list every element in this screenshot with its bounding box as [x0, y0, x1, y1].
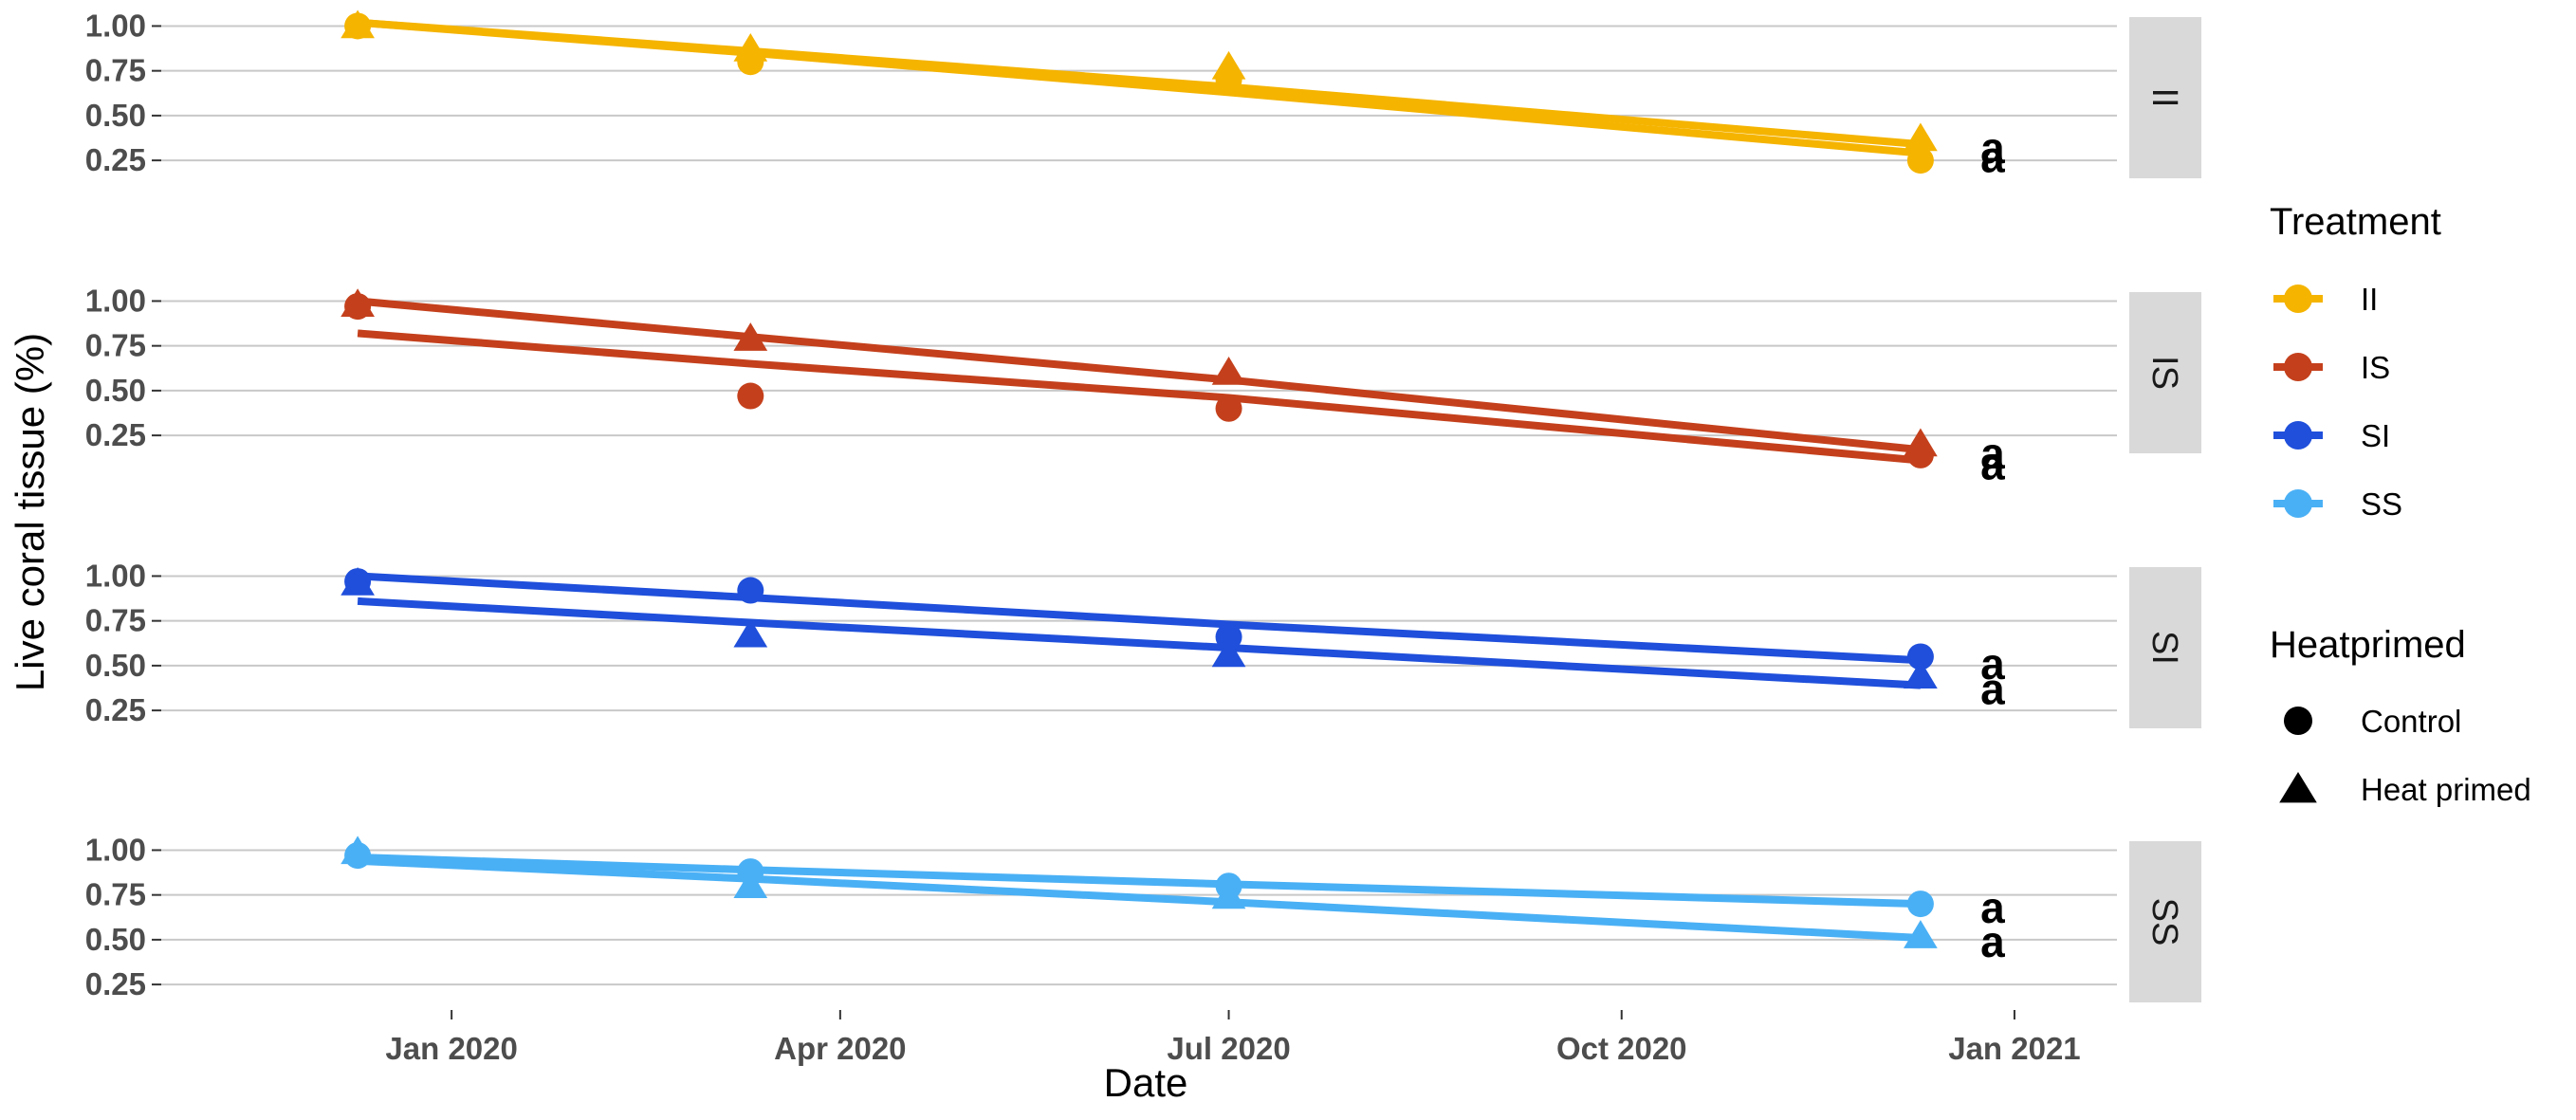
legend-key-ss: SS	[2273, 487, 2402, 522]
facet-strip	[2129, 841, 2201, 1002]
y-tick-label: 0.25	[85, 417, 146, 452]
y-tick-label: 0.50	[85, 922, 146, 957]
fit-line-control	[357, 854, 1922, 909]
x-tick-label: Jan 2020	[385, 1031, 517, 1066]
facet-panels: 0.250.500.751.00IIaa0.250.500.751.00ISaa…	[85, 8, 2201, 1002]
legend-key-ii: II	[2273, 282, 2378, 317]
legend-treatment-title: Treatment	[2270, 201, 2441, 243]
y-tick-label: 0.25	[85, 142, 146, 177]
legend-heatprimed-title: Heatprimed	[2270, 624, 2466, 666]
data-point-heat-primed	[340, 567, 375, 596]
y-tick-label: 0.25	[85, 966, 146, 1001]
facet-strip-label: SS	[2144, 898, 2184, 946]
significance-letter: a	[1980, 917, 2005, 966]
data-point-heat-primed	[733, 322, 768, 351]
data-point-heat-primed	[1211, 50, 1246, 80]
y-tick-label: 0.75	[85, 53, 146, 88]
data-point-heat-primed	[1211, 880, 1246, 909]
x-axis-title: Date	[1104, 1060, 1188, 1105]
data-point-control	[737, 577, 764, 604]
data-point-heat-primed	[1904, 122, 1938, 152]
facet-strip	[2129, 17, 2201, 178]
fit-line-heat-primed	[357, 297, 1922, 454]
data-point-control	[1906, 147, 1934, 174]
facet-panel-ss: 0.25 0.50 0.75 1.00 SS aa	[85, 832, 2201, 1002]
legend-key-triangle	[2279, 772, 2317, 803]
significance-letter: a	[1980, 639, 2005, 689]
legend-key-point	[2284, 285, 2312, 313]
data-point-heat-primed	[1211, 638, 1246, 668]
data-point-heat-primed	[340, 835, 375, 865]
facet-strip	[2129, 567, 2201, 728]
legend-treatment-label: SI	[2361, 418, 2390, 453]
legend-treatment-label: II	[2361, 282, 2378, 317]
legend-treatment-label: SS	[2361, 487, 2402, 522]
y-axis-title: Live coral tissue (%)	[8, 333, 52, 691]
x-tick-label: Jul 2020	[1167, 1031, 1290, 1066]
y-tick-label: 0.50	[85, 98, 146, 133]
significance-letter: a	[1980, 883, 2005, 932]
data-point-heat-primed	[733, 870, 768, 898]
data-point-control	[1215, 623, 1242, 651]
significance-letter: a	[1980, 429, 2005, 478]
y-tick-label: 1.00	[85, 283, 146, 318]
legend-key-point	[2284, 421, 2312, 450]
y-tick-label: 0.75	[85, 877, 146, 912]
legend-heatprimed-label: Control	[2361, 704, 2461, 739]
x-tick-label: Oct 2020	[1556, 1031, 1687, 1066]
fit-line-control	[357, 329, 1922, 465]
y-tick-label: 1.00	[85, 832, 146, 867]
facet-panel-is: 0.25 0.50 0.75 1.00 IS aa	[85, 283, 2201, 489]
facet-strip-label: SI	[2144, 631, 2184, 665]
data-point-heat-primed	[1904, 428, 1938, 457]
significance-letter: a	[1980, 133, 2005, 182]
legend-key-circle	[2284, 707, 2312, 735]
fit-line-heat-primed	[357, 856, 1922, 942]
fit-line-control	[357, 572, 1922, 665]
legend-key-heat-primed: Heat primed	[2279, 772, 2531, 807]
legend-treatment-label: IS	[2361, 350, 2390, 385]
significance-letter: a	[1980, 440, 2005, 489]
data-point-heat-primed	[1211, 357, 1246, 385]
x-axis: Jan 2020 Apr 2020 Jul 2020 Oct 2020 Jan 2021	[385, 1010, 2081, 1066]
data-point-heat-primed	[340, 288, 375, 317]
facet-panel-si: 0.25 0.50 0.75 1.00 SI aa	[85, 558, 2201, 728]
facet-strip-label: II	[2144, 87, 2184, 107]
legend: Treatment II IS SI SS Heatprimed Control Heat p…	[2270, 201, 2531, 807]
legend-key-is: IS	[2273, 350, 2390, 385]
data-point-heat-primed	[1904, 920, 1938, 948]
facet-strip-label: IS	[2144, 356, 2184, 390]
fit-line-heat-primed	[357, 18, 1922, 149]
y-tick-label: 0.75	[85, 328, 146, 363]
significance-letter: a	[1980, 665, 2005, 714]
data-point-heat-primed	[340, 9, 375, 39]
data-point-heat-primed	[733, 618, 768, 648]
y-tick-label: 1.00	[85, 558, 146, 593]
data-point-heat-primed	[1904, 660, 1938, 689]
significance-letter: a	[1980, 123, 2005, 173]
y-tick-label: 0.25	[85, 692, 146, 727]
legend-key-point	[2284, 489, 2312, 518]
y-tick-label: 0.75	[85, 603, 146, 638]
legend-key-control: Control	[2284, 704, 2461, 739]
data-point-control	[1906, 890, 1934, 918]
x-tick-label: Jan 2021	[1948, 1031, 2080, 1066]
y-tick-label: 0.50	[85, 373, 146, 408]
legend-key-si: SI	[2273, 418, 2390, 453]
legend-heatprimed-label: Heat primed	[2361, 772, 2531, 807]
data-point-control	[737, 382, 764, 410]
y-tick-label: 1.00	[85, 8, 146, 43]
data-point-control	[1215, 395, 1242, 422]
x-tick-label: Apr 2020	[774, 1031, 906, 1066]
data-point-heat-primed	[733, 33, 768, 62]
facet-panel-ii: 0.25 0.50 0.75 1.00 II aa	[85, 8, 2201, 182]
facet-strip	[2129, 292, 2201, 453]
data-point-control	[1906, 643, 1934, 670]
y-tick-label: 0.50	[85, 648, 146, 683]
legend-key-point	[2284, 353, 2312, 381]
fit-line-heat-primed	[357, 597, 1922, 689]
